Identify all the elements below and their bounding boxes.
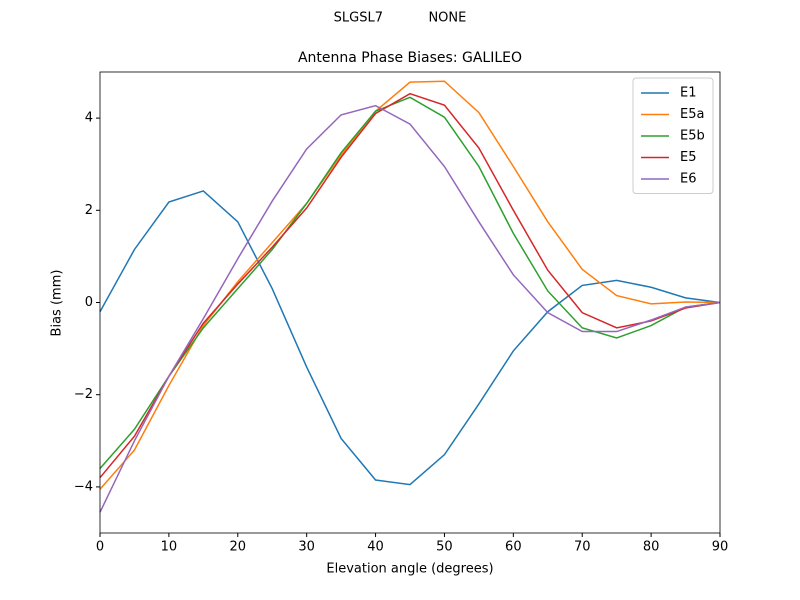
- legend-label: E5: [680, 150, 697, 165]
- y-axis-label: Bias (mm): [50, 270, 65, 337]
- x-tick-label: 40: [367, 540, 384, 555]
- x-tick-label: 60: [505, 540, 522, 555]
- legend-label: E6: [680, 172, 697, 187]
- x-tick-label: 30: [298, 540, 315, 555]
- series-line: [99, 96, 721, 469]
- y-tick-label: −2: [74, 387, 93, 402]
- legend-label: E5a: [680, 107, 704, 122]
- legend-box: [632, 77, 714, 194]
- axes-frame: [99, 71, 721, 534]
- x-tick-label: 80: [643, 540, 660, 555]
- legend-label: E5b: [680, 129, 705, 144]
- legend-label: E1: [680, 86, 697, 101]
- y-tick-label: 0: [85, 295, 93, 310]
- series-line: [99, 92, 721, 479]
- x-axis-label: Elevation angle (degrees): [326, 562, 493, 577]
- series-line: [99, 104, 721, 513]
- y-tick-label: 4: [85, 111, 93, 126]
- x-tick-label: 20: [230, 540, 247, 555]
- y-tick-label: 2: [85, 203, 93, 218]
- series-line: [99, 190, 721, 486]
- chart-title: Antenna Phase Biases: GALILEO: [298, 50, 522, 66]
- suptitle: SLGSL7 NONE: [334, 11, 467, 26]
- y-tick-label: −4: [74, 479, 93, 494]
- series-line: [99, 80, 721, 490]
- x-tick-label: 90: [712, 540, 729, 555]
- x-tick-label: 10: [161, 540, 178, 555]
- x-tick-label: 70: [574, 540, 591, 555]
- x-tick-label: 50: [436, 540, 453, 555]
- x-tick-label: 0: [96, 540, 104, 555]
